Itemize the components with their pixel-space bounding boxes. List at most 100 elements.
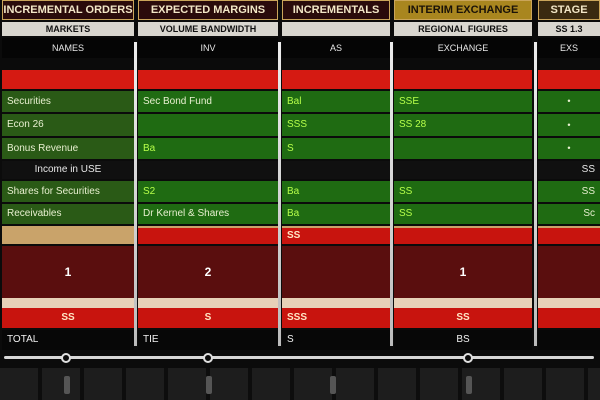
table-cell[interactable]: TOTAL xyxy=(2,330,134,350)
column-divider[interactable] xyxy=(278,42,281,346)
table-cell[interactable]: Dr Kernel & Shares xyxy=(138,204,278,224)
totals-row[interactable]: TOTAL TIE S BS xyxy=(0,330,600,350)
table-row[interactable]: SS S SSS SS xyxy=(0,308,600,328)
column-header-exs[interactable]: EXS xyxy=(538,38,600,58)
table-cell[interactable] xyxy=(138,70,278,89)
horizontal-scrollbar[interactable] xyxy=(0,350,600,366)
scroll-track[interactable] xyxy=(4,356,594,359)
header-title-1[interactable]: EXPECTED MARGINS xyxy=(138,0,278,20)
table-cell[interactable]: Econ 26 xyxy=(2,114,134,136)
header-row: INCREMENTAL ORDERS EXPECTED MARGINS INCR… xyxy=(0,0,600,20)
table-cell[interactable]: 2 xyxy=(138,246,278,298)
toolbar-handle[interactable] xyxy=(330,376,336,394)
table-cell[interactable]: SSS xyxy=(282,308,390,328)
table-cell[interactable]: SS xyxy=(538,161,600,179)
table-cell[interactable]: Ba xyxy=(282,181,390,202)
table-cell[interactable]: Sc xyxy=(538,204,600,224)
scroll-knob-icon[interactable] xyxy=(203,353,213,363)
table-cell[interactable] xyxy=(538,330,600,350)
scroll-knob-icon[interactable] xyxy=(463,353,473,363)
table-cell[interactable]: Ba xyxy=(282,204,390,224)
table-cell[interactable] xyxy=(538,228,600,244)
table-cell[interactable]: SS xyxy=(2,308,134,328)
table-row[interactable]: Receivables Dr Kernel & Shares Ba SS Sc xyxy=(0,204,600,224)
table-cell[interactable]: Securities xyxy=(2,91,134,112)
table-cell[interactable] xyxy=(538,308,600,328)
table-cell[interactable]: • xyxy=(538,138,600,159)
scroll-knob-icon[interactable] xyxy=(61,353,71,363)
table-cell[interactable]: SS 28 xyxy=(394,114,532,136)
column-divider[interactable] xyxy=(390,42,393,346)
table-cell[interactable]: SS xyxy=(282,228,390,244)
table-cell[interactable] xyxy=(138,298,278,308)
table-cell[interactable]: S xyxy=(282,330,390,350)
column-divider[interactable] xyxy=(534,42,537,346)
table-row[interactable]: Econ 26 SSS SS 28 • xyxy=(0,114,600,136)
table-cell[interactable]: BS xyxy=(394,330,532,350)
table-cell[interactable] xyxy=(2,298,134,308)
table-row[interactable]: Income in USE SS xyxy=(0,161,600,179)
table-cell[interactable] xyxy=(282,70,390,89)
table-cell[interactable] xyxy=(282,298,390,308)
subheader-1: VOLUME BANDWIDTH xyxy=(138,22,278,36)
table-cell[interactable]: • xyxy=(538,91,600,112)
table-cell[interactable]: SS xyxy=(394,181,532,202)
table-cell[interactable] xyxy=(2,228,134,244)
table-cell[interactable] xyxy=(394,298,532,308)
table-cell[interactable]: S2 xyxy=(138,181,278,202)
table-cell[interactable] xyxy=(394,70,532,89)
table-cell[interactable]: S xyxy=(282,138,390,159)
table-cell[interactable] xyxy=(282,161,390,179)
table-row[interactable] xyxy=(0,298,600,308)
table-row[interactable] xyxy=(0,70,600,89)
toolbar-handle[interactable] xyxy=(206,376,212,394)
table-cell[interactable]: SS xyxy=(538,181,600,202)
table-row[interactable]: Bonus Revenue Ba S • xyxy=(0,138,600,159)
table-row[interactable]: SS xyxy=(0,228,600,244)
column-header-exchange[interactable]: EXCHANGE xyxy=(394,38,532,58)
table-cell[interactable] xyxy=(394,228,532,244)
column-header-as[interactable]: AS xyxy=(282,38,390,58)
table-cell[interactable] xyxy=(538,298,600,308)
table-row[interactable]: Shares for Securities S2 Ba SS SS xyxy=(0,181,600,202)
bottom-toolbar xyxy=(0,368,600,400)
table-cell[interactable]: SS xyxy=(394,204,532,224)
table-cell[interactable] xyxy=(282,246,390,298)
table-cell[interactable]: Bal xyxy=(282,91,390,112)
header-title-2[interactable]: INCREMENTALS xyxy=(282,0,390,20)
table-row[interactable]: Securities Sec Bond Fund Bal SSE • xyxy=(0,91,600,112)
table-cell[interactable]: 1 xyxy=(394,246,532,298)
table-cell[interactable]: Sec Bond Fund xyxy=(138,91,278,112)
table-cell[interactable] xyxy=(538,70,600,89)
column-header-inv[interactable]: INV xyxy=(138,38,278,58)
header-title-0[interactable]: INCREMENTAL ORDERS xyxy=(2,0,134,20)
column-divider[interactable] xyxy=(134,42,137,346)
column-header-names[interactable]: NAMES xyxy=(2,38,134,58)
table-cell[interactable]: TIE xyxy=(138,330,278,350)
table-cell[interactable] xyxy=(138,161,278,179)
table-cell[interactable] xyxy=(394,161,532,179)
header-title-3[interactable]: INTERIM EXCHANGE xyxy=(394,0,532,20)
table-cell[interactable]: Shares for Securities xyxy=(2,181,134,202)
table-row[interactable]: 1 2 1 xyxy=(0,246,600,298)
table-cell[interactable]: Receivables xyxy=(2,204,134,224)
table-cell[interactable]: SSS xyxy=(282,114,390,136)
toolbar-handle[interactable] xyxy=(64,376,70,394)
table-cell[interactable]: • xyxy=(538,114,600,136)
table-cell[interactable]: Bonus Revenue xyxy=(2,138,134,159)
table-cell[interactable]: SS xyxy=(394,308,532,328)
header-title-4[interactable]: STAGE xyxy=(538,0,600,20)
table-cell[interactable] xyxy=(2,70,134,89)
subheader-0: MARKETS xyxy=(2,22,134,36)
toolbar-handle[interactable] xyxy=(466,376,472,394)
table-cell[interactable]: 1 xyxy=(2,246,134,298)
subheader-row: MARKETS VOLUME BANDWIDTH REGIONAL FIGURE… xyxy=(0,22,600,36)
table-cell[interactable]: SSE xyxy=(394,91,532,112)
table-cell[interactable] xyxy=(138,114,278,136)
table-cell[interactable] xyxy=(394,138,532,159)
table-cell[interactable]: S xyxy=(138,308,278,328)
table-cell[interactable] xyxy=(538,246,600,298)
table-cell[interactable] xyxy=(138,228,278,244)
table-cell[interactable]: Income in USE xyxy=(2,161,134,179)
table-cell[interactable]: Ba xyxy=(138,138,278,159)
